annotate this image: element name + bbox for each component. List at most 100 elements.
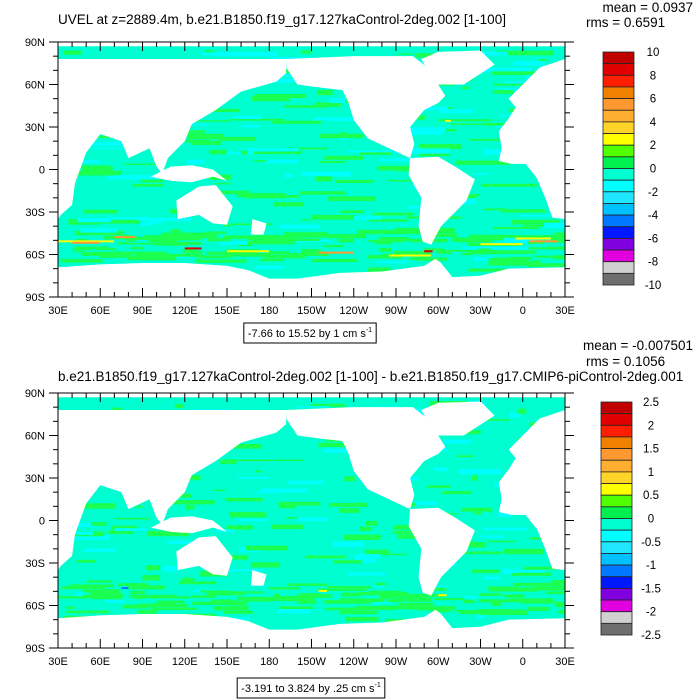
field-cell	[379, 247, 392, 252]
colorbar-label: 2.5	[643, 397, 659, 409]
field-cell	[213, 606, 249, 611]
field-cell	[479, 593, 503, 596]
colorbar-box	[602, 214, 635, 228]
field-cell	[438, 119, 493, 122]
field-cell	[266, 251, 290, 255]
colorbar-box	[600, 518, 633, 531]
colorbar-box	[602, 191, 635, 204]
field-cell	[318, 160, 347, 164]
field-cell	[312, 594, 333, 598]
colorbar-box	[602, 226, 635, 239]
field-cell	[505, 589, 535, 592]
field-cell	[223, 235, 257, 239]
field-cell	[297, 517, 329, 522]
field-cell	[75, 147, 133, 150]
field-cell	[286, 583, 328, 586]
field-cell	[70, 531, 94, 535]
field-cell	[503, 81, 533, 85]
field-cell	[96, 248, 117, 251]
field-cell	[226, 525, 253, 530]
field-cell	[128, 585, 165, 590]
field-cell	[434, 467, 448, 472]
field-cell	[496, 247, 532, 251]
field-cell	[221, 555, 249, 560]
field-cell	[315, 176, 333, 182]
field-cell	[375, 242, 393, 245]
field-cell	[423, 248, 444, 251]
colorbar-box	[602, 74, 635, 88]
unit-superscript: -1	[374, 682, 380, 689]
field-cell	[416, 115, 426, 120]
field-cell	[91, 522, 107, 526]
y-tick-label: 30N	[25, 122, 45, 134]
y-tick-label: 60N	[25, 80, 45, 92]
field-cell	[240, 150, 248, 155]
field-cell	[365, 549, 390, 555]
field-cell	[108, 530, 134, 534]
field-cell	[343, 534, 380, 540]
field-cell	[116, 242, 129, 245]
field-cell	[491, 235, 553, 239]
field-cell	[373, 212, 414, 216]
field-cell	[80, 228, 118, 233]
field-cell	[473, 173, 491, 175]
field-cell	[129, 594, 177, 598]
field-cell	[166, 540, 211, 544]
field-cell	[132, 184, 164, 187]
field-cell	[178, 581, 217, 584]
field-cell	[311, 214, 357, 220]
field-cell	[377, 260, 407, 264]
land-mask	[421, 401, 495, 436]
field-cell	[272, 524, 304, 529]
field-cell	[73, 250, 85, 253]
field-cell	[137, 609, 158, 614]
field-cell	[479, 419, 510, 421]
field-cell	[347, 572, 386, 576]
field-cell	[528, 247, 565, 250]
colorbar-box	[602, 63, 635, 76]
field-cell	[318, 251, 354, 254]
field-cell	[334, 560, 363, 564]
field-cell	[420, 501, 434, 504]
field-cell	[65, 606, 76, 609]
field-cell	[511, 219, 560, 225]
field-cell	[273, 202, 305, 207]
field-cell	[512, 250, 537, 254]
field-cell	[456, 455, 475, 457]
x-tick-label: 30E	[555, 656, 575, 668]
map-panel-2: 30E 60E 90E 120E 150E 180 150W 120W 90W 60W 30W 0 30…	[25, 338, 693, 699]
x-tick-label: 150W	[297, 656, 326, 668]
field-cell	[340, 508, 359, 513]
field-cell	[58, 240, 114, 243]
field-cell	[296, 406, 331, 408]
field-cell	[130, 590, 145, 595]
field-cell	[297, 600, 317, 604]
field-cell	[63, 50, 81, 55]
field-cell	[255, 265, 284, 270]
field-cell	[493, 83, 535, 86]
y-tick-label: 30S	[25, 207, 45, 219]
field-cell	[471, 475, 477, 481]
x-tick-label: 180	[260, 656, 278, 668]
field-cell	[72, 241, 101, 244]
x-tick-label: 120W	[339, 656, 368, 668]
field-cell	[127, 256, 177, 261]
colorbar-label: -2.5	[641, 630, 661, 642]
x-tick-label: 60W	[427, 305, 450, 317]
colorbar-box	[600, 459, 633, 473]
colorbar-label: 10	[647, 47, 660, 59]
field-cell	[434, 598, 464, 601]
field-cell	[253, 150, 302, 155]
field-cell	[272, 120, 322, 124]
field-cell	[510, 412, 523, 418]
field-cell	[251, 235, 290, 240]
colorbar-box	[602, 51, 635, 65]
field-cell	[479, 611, 528, 615]
field-cell	[83, 253, 101, 256]
field-cell	[462, 252, 472, 256]
field-cell	[99, 255, 121, 258]
info-box-frame	[236, 677, 386, 699]
x-tick-label: 180	[260, 305, 278, 317]
field-cell	[450, 123, 510, 125]
field-cell	[184, 247, 202, 250]
